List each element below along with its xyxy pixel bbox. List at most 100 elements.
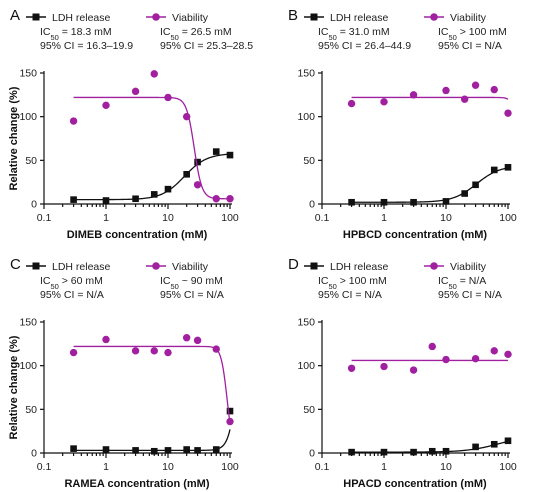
legend-label: Viability xyxy=(450,12,487,24)
data-point-ldh xyxy=(490,166,498,174)
legend-ci: 95% CI = 16.3–19.9 xyxy=(40,40,133,52)
x-axis-title: HPBCD concentration (mM) xyxy=(343,229,488,241)
data-point-viability xyxy=(471,354,480,363)
ic50-subscript: 50 xyxy=(171,33,179,42)
ic50-prefix: IC xyxy=(438,275,449,287)
data-point-ldh xyxy=(102,197,110,204)
data-point-viability xyxy=(182,112,191,121)
data-point-ldh xyxy=(442,447,450,455)
panel-letter: C xyxy=(10,256,21,273)
legend-ic50: IC50 > 60 mM xyxy=(40,275,103,291)
data-point-viability xyxy=(164,93,172,102)
data-point-viability xyxy=(226,417,234,426)
data-point-ldh xyxy=(490,440,498,448)
legend-ic50: IC50 > 100 mM xyxy=(318,275,387,291)
data-point-ldh xyxy=(70,445,77,452)
legend-ci: 95% CI = N/A xyxy=(318,289,382,301)
data-point-viability xyxy=(131,87,140,96)
fit-curve-viability xyxy=(73,96,230,200)
data-point-ldh xyxy=(164,185,172,193)
data-point-ldh xyxy=(380,198,388,206)
data-point-ldh xyxy=(461,190,468,197)
y-tick-label: 150 xyxy=(297,317,315,329)
ic50-value: > 60 mM xyxy=(59,275,103,287)
panel-letter: B xyxy=(288,7,298,24)
data-point-viability xyxy=(428,342,436,351)
y-tick-label: 0 xyxy=(309,199,315,211)
data-point-viability xyxy=(409,91,418,99)
data-point-viability xyxy=(442,355,450,364)
data-point-ldh xyxy=(348,198,355,206)
y-tick-label: 100 xyxy=(297,360,315,372)
data-point-ldh xyxy=(194,447,201,454)
data-point-viability xyxy=(504,350,512,359)
data-point-viability xyxy=(490,347,498,355)
ic50-subscript: 50 xyxy=(51,33,59,42)
data-point-ldh xyxy=(150,191,158,198)
x-tick-label: 10 xyxy=(162,212,174,224)
data-point-ldh xyxy=(410,198,417,206)
ic50-prefix: IC xyxy=(318,275,329,287)
data-point-viability xyxy=(471,81,480,89)
legend-ic50: IC50 > 100 mM xyxy=(438,26,507,42)
data-point-viability xyxy=(380,362,388,371)
x-tick-label: 1 xyxy=(381,461,387,473)
data-point-ldh xyxy=(150,447,158,455)
legend-marker-circle xyxy=(430,13,438,21)
data-point-viability xyxy=(212,195,220,203)
x-tick-label: 100 xyxy=(221,212,239,224)
x-axis-title: HPACD concentration (mM) xyxy=(343,478,487,490)
x-tick-label: 100 xyxy=(499,461,517,473)
data-point-viability xyxy=(150,70,158,78)
y-tick-label: 100 xyxy=(19,360,37,372)
data-point-ldh xyxy=(164,447,172,454)
ic50-value: > 100 mM xyxy=(457,26,507,38)
legend-marker-square xyxy=(32,13,40,21)
legend-marker-square xyxy=(310,13,318,21)
fit-curve-ldh xyxy=(351,167,509,203)
legend-marker-circle xyxy=(152,13,160,21)
ic50-subscript: 50 xyxy=(449,282,457,291)
legend-label: Viability xyxy=(172,261,209,273)
x-tick-label: 0.1 xyxy=(315,461,330,473)
data-point-ldh xyxy=(132,195,139,203)
y-tick-label: 150 xyxy=(297,68,315,80)
data-point-viability xyxy=(347,99,356,108)
data-point-ldh xyxy=(183,171,190,178)
data-point-ldh xyxy=(428,447,436,455)
ic50-value: = N/A xyxy=(457,275,486,287)
ic50-prefix: IC xyxy=(160,26,171,38)
legend-ci: 95% CI = 26.4–44.9 xyxy=(318,40,411,52)
x-axis-title: DIMEB concentration (mM) xyxy=(67,229,208,241)
data-point-viability xyxy=(409,366,418,374)
data-point-ldh xyxy=(212,148,220,155)
legend-marker-square xyxy=(32,262,40,270)
x-tick-label: 10 xyxy=(162,461,174,473)
x-tick-label: 0.1 xyxy=(37,461,52,473)
ic50-prefix: IC xyxy=(438,26,449,38)
y-tick-label: 50 xyxy=(25,155,37,167)
data-point-viability xyxy=(226,195,234,203)
data-point-viability xyxy=(442,86,450,95)
data-point-viability xyxy=(69,117,78,125)
legend-label: Viability xyxy=(450,261,487,273)
fit-curve-ldh xyxy=(73,429,231,452)
data-point-ldh xyxy=(472,443,479,451)
data-point-viability xyxy=(164,348,172,357)
data-point-ldh xyxy=(472,181,479,189)
legend-label: LDH release xyxy=(330,12,389,24)
y-axis-title: Relative change (%) xyxy=(8,86,20,190)
data-point-viability xyxy=(380,98,388,106)
data-point-ldh xyxy=(183,446,190,453)
y-tick-label: 150 xyxy=(19,317,37,329)
x-tick-label: 10 xyxy=(440,212,452,224)
data-point-ldh xyxy=(348,448,355,456)
legend-label: LDH release xyxy=(52,12,111,24)
data-point-ldh xyxy=(194,158,201,166)
data-point-ldh xyxy=(102,446,110,453)
ic50-subscript: 50 xyxy=(449,33,457,42)
y-tick-label: 0 xyxy=(31,199,37,211)
legend-ci: 95% CI = 25.3–28.5 xyxy=(160,40,253,52)
data-point-viability xyxy=(193,181,202,189)
